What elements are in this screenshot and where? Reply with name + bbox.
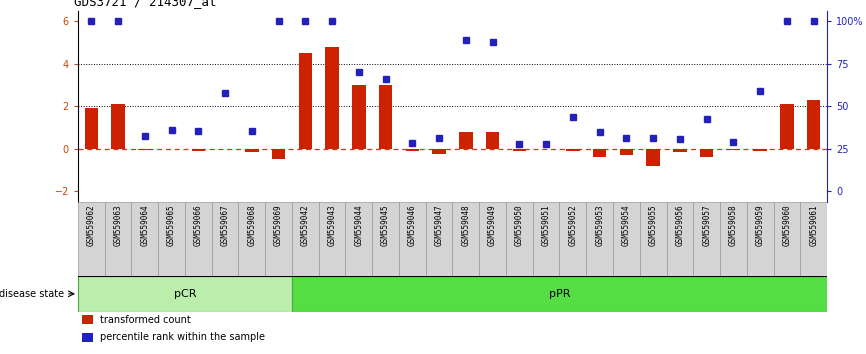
Bar: [299, 53, 312, 149]
Bar: [566, 149, 579, 151]
Text: disease state: disease state: [0, 289, 65, 299]
Bar: [78, 276, 292, 312]
Bar: [586, 202, 613, 276]
Bar: [319, 202, 346, 276]
Bar: [372, 202, 399, 276]
Bar: [105, 202, 132, 276]
Text: GSM559067: GSM559067: [221, 204, 229, 246]
Bar: [346, 202, 372, 276]
Bar: [800, 202, 827, 276]
Text: GSM559060: GSM559060: [782, 204, 792, 246]
Bar: [593, 149, 606, 157]
Bar: [78, 202, 105, 276]
Bar: [533, 202, 559, 276]
Bar: [486, 132, 500, 149]
Bar: [191, 149, 205, 151]
Bar: [613, 202, 640, 276]
Bar: [700, 149, 714, 157]
Bar: [292, 276, 827, 312]
Bar: [620, 149, 633, 155]
Text: GDS3721 / 214307_at: GDS3721 / 214307_at: [74, 0, 216, 8]
Bar: [399, 202, 426, 276]
Bar: [459, 132, 473, 149]
Bar: [265, 202, 292, 276]
Text: percentile rank within the sample: percentile rank within the sample: [100, 332, 265, 342]
Text: GSM559059: GSM559059: [756, 204, 765, 246]
Text: GSM559066: GSM559066: [194, 204, 203, 246]
Bar: [352, 85, 365, 149]
Text: GSM559049: GSM559049: [488, 204, 497, 246]
Text: GSM559050: GSM559050: [515, 204, 524, 246]
Text: GSM559045: GSM559045: [381, 204, 390, 246]
Bar: [452, 202, 479, 276]
Text: GSM559057: GSM559057: [702, 204, 711, 246]
Bar: [132, 202, 158, 276]
Bar: [646, 149, 660, 166]
Text: pCR: pCR: [174, 289, 197, 299]
Text: GSM559046: GSM559046: [408, 204, 417, 246]
Text: GSM559043: GSM559043: [327, 204, 337, 246]
Bar: [85, 108, 98, 149]
Bar: [753, 149, 766, 151]
Bar: [432, 149, 446, 154]
Bar: [807, 100, 820, 149]
Text: GSM559064: GSM559064: [140, 204, 149, 246]
Bar: [773, 202, 800, 276]
Text: GSM559044: GSM559044: [354, 204, 364, 246]
Bar: [379, 85, 392, 149]
Bar: [479, 202, 506, 276]
Bar: [694, 202, 720, 276]
Bar: [185, 202, 211, 276]
Bar: [238, 202, 265, 276]
Bar: [506, 202, 533, 276]
Text: GSM559053: GSM559053: [595, 204, 604, 246]
Bar: [405, 149, 419, 151]
Bar: [81, 315, 93, 324]
Text: GSM559063: GSM559063: [113, 204, 123, 246]
Bar: [640, 202, 667, 276]
Text: GSM559047: GSM559047: [435, 204, 443, 246]
Bar: [780, 104, 793, 149]
Bar: [673, 149, 687, 152]
Bar: [727, 149, 740, 150]
Bar: [211, 202, 238, 276]
Text: GSM559065: GSM559065: [167, 204, 176, 246]
Bar: [667, 202, 694, 276]
Text: GSM559069: GSM559069: [275, 204, 283, 246]
Bar: [292, 202, 319, 276]
Bar: [112, 104, 125, 149]
Bar: [426, 202, 452, 276]
Text: GSM559055: GSM559055: [649, 204, 657, 246]
Bar: [559, 202, 586, 276]
Bar: [746, 202, 773, 276]
Text: GSM559051: GSM559051: [541, 204, 551, 246]
Bar: [326, 47, 339, 149]
Text: GSM559052: GSM559052: [568, 204, 578, 246]
Text: GSM559061: GSM559061: [809, 204, 818, 246]
Text: GSM559054: GSM559054: [622, 204, 630, 246]
Text: GSM559042: GSM559042: [301, 204, 310, 246]
Text: GSM559058: GSM559058: [729, 204, 738, 246]
Bar: [81, 333, 93, 342]
Bar: [272, 149, 285, 159]
Bar: [720, 202, 746, 276]
Text: GSM559056: GSM559056: [675, 204, 684, 246]
Text: pPR: pPR: [549, 289, 570, 299]
Bar: [245, 149, 259, 152]
Text: GSM559068: GSM559068: [248, 204, 256, 246]
Bar: [139, 149, 152, 150]
Text: transformed count: transformed count: [100, 315, 191, 325]
Bar: [158, 202, 185, 276]
Text: GSM559062: GSM559062: [87, 204, 96, 246]
Bar: [513, 149, 526, 151]
Text: GSM559048: GSM559048: [462, 204, 470, 246]
